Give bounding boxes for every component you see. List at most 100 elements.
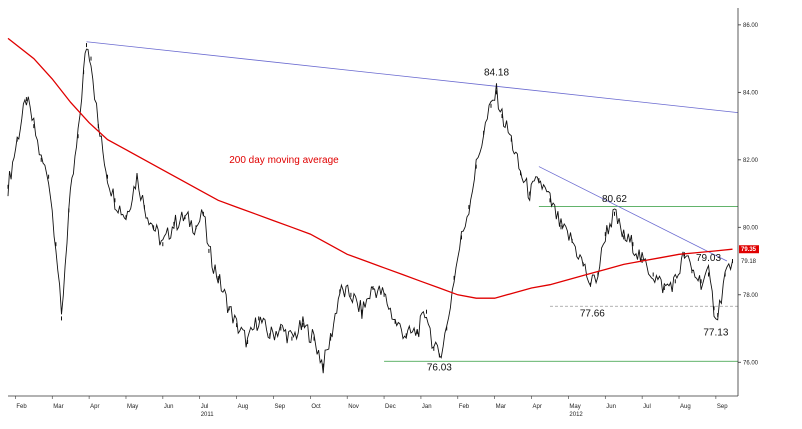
price-point (571, 238, 573, 243)
price-point (228, 306, 230, 311)
price-point (25, 97, 27, 102)
y-tick-label: 78.00 (743, 293, 759, 299)
price-point (97, 124, 99, 129)
x-tick-label: Jul (201, 404, 209, 410)
moving-average-series (7, 37, 733, 299)
price-point (708, 272, 709, 277)
x-tick-label: Mar (53, 404, 63, 410)
x-tick-label: May (127, 404, 138, 410)
moving-average-label: 200 day moving average (229, 155, 339, 166)
x-tick-label: Feb (16, 404, 27, 410)
price-point (663, 286, 665, 290)
annotation-label: 77.13 (703, 327, 728, 338)
price-point (330, 336, 332, 341)
price-point (724, 272, 726, 277)
price-point (383, 292, 385, 297)
price-point (416, 329, 418, 334)
price-point (590, 282, 591, 287)
price-point (405, 333, 407, 338)
price-point (217, 275, 219, 280)
annotation-label: 76.03 (427, 363, 452, 374)
price-point (236, 323, 238, 328)
x-tick-label: Jun (606, 404, 616, 410)
annotation-label: 79.03 (696, 253, 721, 264)
price-point (339, 289, 341, 294)
short-term-resistance-line (538, 166, 728, 262)
price-point (496, 90, 497, 95)
x-tick-label: Apr (533, 404, 542, 410)
price-point (322, 363, 324, 368)
price-point (143, 205, 145, 210)
y-tick-label: 80.00 (743, 225, 759, 231)
price-point (674, 279, 676, 284)
price-point (394, 319, 396, 324)
price-point (461, 235, 462, 240)
price-point (475, 164, 477, 169)
price-point (90, 56, 92, 61)
year-label: 2011 (201, 412, 215, 418)
price-point (501, 114, 503, 118)
price-point (468, 205, 470, 210)
price-point (77, 134, 79, 139)
price-point (40, 157, 42, 162)
x-tick-label: Sep (717, 404, 728, 410)
x-tick-label: Aug (680, 404, 691, 410)
annotation-label: 77.66 (580, 309, 605, 320)
price-point (691, 269, 693, 274)
price-point (446, 326, 448, 331)
last-value-tags: 79.35 79.18 (739, 245, 759, 265)
price-point (55, 242, 57, 247)
price-point (114, 198, 116, 203)
price-line (7, 48, 733, 374)
x-tick-label: Apr (90, 404, 99, 410)
price-point (33, 124, 35, 129)
annotation-label: 80.62 (602, 194, 627, 205)
price-point (604, 232, 606, 237)
annotations: 84.18 80.62 79.03 77.66 76.03 77.13 200 day mo… (229, 67, 729, 373)
price-point (597, 272, 599, 277)
price-point (291, 336, 293, 341)
price-point (208, 248, 210, 253)
price-point (700, 279, 702, 284)
x-tick-label: Jan (422, 404, 432, 410)
year-label: 2012 (569, 412, 583, 418)
price-point (614, 211, 615, 216)
price-point (247, 340, 249, 344)
x-tick-label: Oct (311, 404, 321, 410)
x-tick-label: Sep (274, 404, 285, 410)
price-point (529, 191, 531, 196)
price-point (582, 262, 584, 267)
price-point (520, 171, 521, 176)
price-point (372, 286, 374, 290)
price-point (438, 353, 440, 358)
x-tick-label: Jun (164, 404, 174, 410)
price-point (732, 259, 733, 263)
y-tick-label: 86.00 (743, 23, 759, 29)
price-point (483, 130, 485, 135)
price-point (560, 225, 562, 230)
price-point (136, 174, 138, 179)
horizontal-levels (384, 205, 738, 362)
price-point (153, 225, 155, 230)
ma-last-value-tag (739, 245, 759, 254)
price-point (173, 221, 175, 226)
price-point (125, 215, 127, 220)
price-point (107, 174, 108, 179)
price-last-value-text: 79.18 (741, 259, 757, 265)
price-point (433, 346, 435, 351)
price-point (490, 103, 492, 108)
price-point (313, 336, 315, 341)
price-point (83, 70, 85, 75)
x-tick-label: Dec (385, 404, 396, 410)
moving-average-line (7, 37, 733, 299)
x-tick-label: Mar (496, 404, 506, 410)
price-point (68, 208, 70, 213)
price-point (350, 292, 352, 297)
price-point (652, 272, 654, 277)
price-series (7, 43, 733, 374)
price-point (426, 309, 427, 314)
price-point (86, 43, 87, 48)
price-point (510, 137, 512, 142)
